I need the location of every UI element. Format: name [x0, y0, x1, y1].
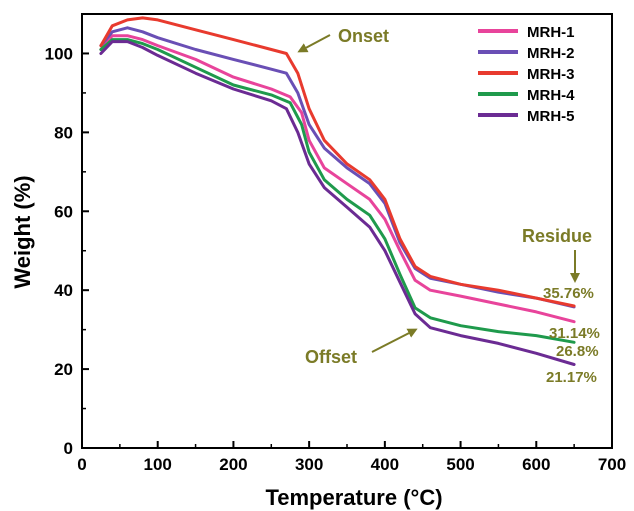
x-tick-label: 600: [522, 455, 550, 474]
series-layer: [99, 16, 576, 366]
residue-label-mrh2: 35.76%: [543, 285, 594, 302]
annotation-onset: Onset: [338, 26, 389, 46]
annotation-residue: Residue: [522, 226, 592, 246]
y-tick-label: 20: [54, 360, 73, 379]
series-line-mrh-1: [99, 34, 576, 324]
x-tick-label: 100: [144, 455, 172, 474]
residue-label-mrh1: 31.14%: [549, 325, 600, 342]
legend-label-mrh-2: MRH-2: [527, 45, 575, 62]
series-line-mrh-3: [99, 16, 576, 308]
x-axis-title: Temperature (°C): [265, 485, 442, 510]
offset-arrow: [371, 328, 418, 353]
series-line-mrh-5: [99, 40, 576, 366]
residue-label-mrh5: 21.17%: [546, 369, 597, 386]
legend-label-mrh-1: MRH-1: [527, 24, 575, 41]
x-tick-label: 0: [77, 455, 86, 474]
onset-arrow: [297, 34, 331, 53]
y-tick-label: 0: [64, 439, 73, 458]
annotations: Onset Offset Residue 35.76% 31.14% 26.8%…: [297, 26, 600, 386]
x-tick-label: 700: [598, 455, 626, 474]
x-tick-label: 400: [371, 455, 399, 474]
y-tick-label: 80: [54, 123, 73, 142]
legend: MRH-1 MRH-2 MRH-3 MRH-4 MRH-5: [478, 24, 575, 125]
series-line-mrh-2: [99, 26, 576, 309]
annotation-offset: Offset: [305, 347, 357, 367]
legend-label-mrh-5: MRH-5: [527, 108, 575, 125]
y-axis-title: Weight (%): [10, 175, 35, 288]
legend-label-mrh-4: MRH-4: [527, 87, 575, 104]
residue-label-mrh4: 26.8%: [556, 343, 599, 360]
x-tick-label: 200: [219, 455, 247, 474]
x-tick-label: 500: [446, 455, 474, 474]
y-tick-label: 100: [45, 44, 73, 63]
series-line-mrh-4: [99, 38, 576, 344]
y-tick-label: 40: [54, 281, 73, 300]
legend-label-mrh-3: MRH-3: [527, 66, 575, 83]
x-tick-label: 300: [295, 455, 323, 474]
axis-ticks: 0 100 200 300 400 500 600 700 0 20 40 60 80 100: [45, 44, 627, 474]
y-tick-label: 60: [54, 202, 73, 221]
